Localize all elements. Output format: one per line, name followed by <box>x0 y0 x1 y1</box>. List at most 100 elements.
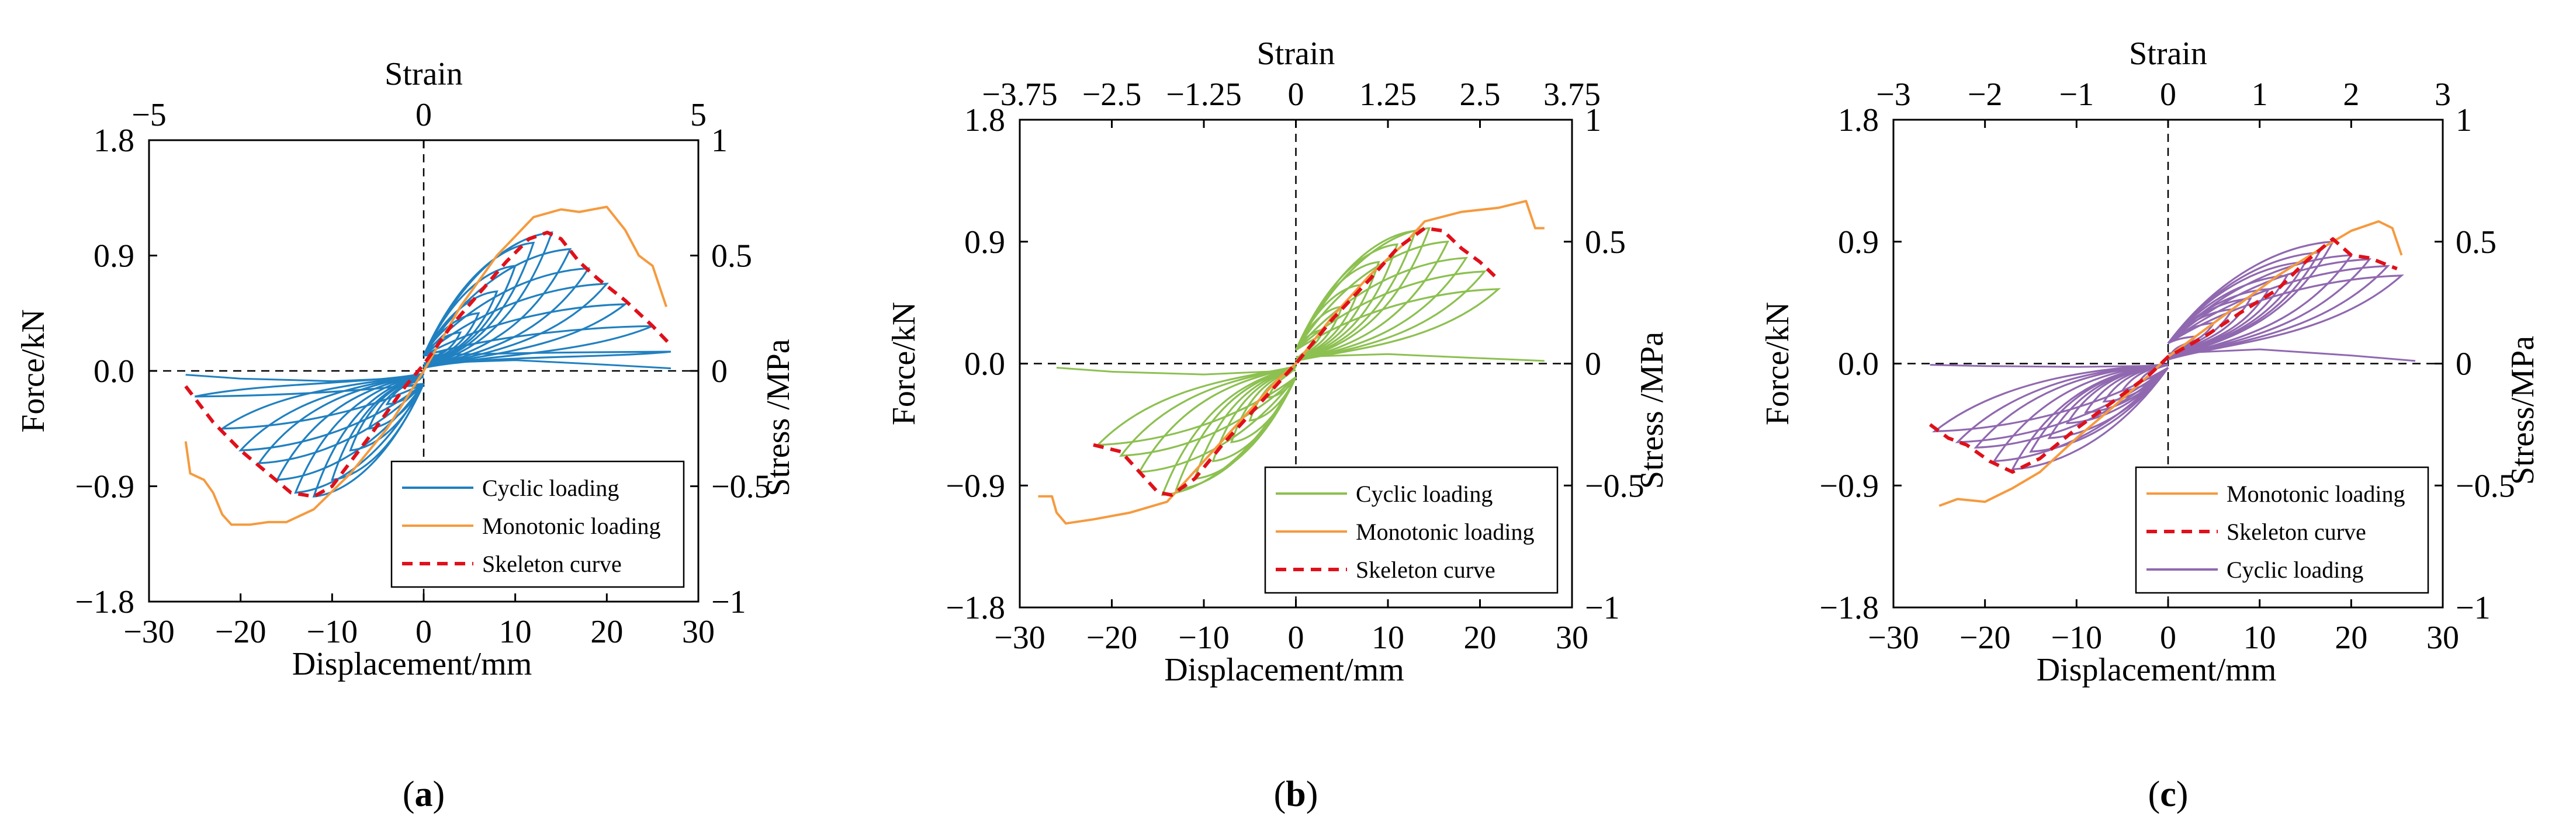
cyclic-loop-positive <box>423 290 498 369</box>
cyclic-loading-series <box>1930 240 2416 471</box>
cyclic-loop-positive <box>2167 258 2372 361</box>
x-tick-label: 10 <box>1372 620 1404 656</box>
panel-caption-close: ) <box>433 775 445 814</box>
x-tick-label: −10 <box>1178 620 1230 656</box>
x2-tick-label: −3 <box>1876 77 1911 113</box>
x2-tick-label: −2.5 <box>1082 77 1142 113</box>
x-tick-label: 30 <box>682 614 715 650</box>
x-tick-label: 30 <box>2426 620 2459 656</box>
panel-caption: (a) <box>403 775 445 814</box>
legend-label: Monotonic loading <box>2227 481 2405 507</box>
y2-tick-label: 0 <box>1585 346 1601 383</box>
cyclic-loop-positive <box>1295 240 1449 362</box>
cyclic-loop-negative <box>1175 365 1297 491</box>
cyclic-tail-positive <box>2168 348 2416 362</box>
panel-caption-close: ) <box>1306 775 1318 814</box>
x-tick-label: −20 <box>1086 620 1138 656</box>
y-tick-label: 0.0 <box>94 353 134 390</box>
x2-tick-label: 2 <box>2343 77 2359 113</box>
cyclic-loop-positive <box>423 248 572 369</box>
x-tick-label: 20 <box>2335 620 2367 656</box>
x-tick-label: 0 <box>416 614 432 650</box>
cyclic-loop-negative <box>1931 363 2169 433</box>
cyclic-loop-negative <box>219 372 424 430</box>
y-axis-title: Force/kN <box>15 309 51 433</box>
y-tick-label: 0.9 <box>964 224 1005 261</box>
x-tick-label: 20 <box>1464 620 1497 656</box>
x-tick-label: −30 <box>1868 620 1919 656</box>
cyclic-tail-positive <box>1296 353 1545 362</box>
x2-tick-label: 2.5 <box>1460 77 1501 113</box>
cyclic-loop-positive <box>423 241 535 369</box>
x2-axis-title: Strain <box>385 56 463 92</box>
x2-axis-title: Strain <box>1257 36 1335 72</box>
cyclic-tail-negative <box>185 374 424 383</box>
cyclic-loop-negative <box>1161 365 1297 496</box>
y2-tick-label: −0.5 <box>2456 468 2515 504</box>
y-axis-title: Force/kN <box>1760 302 1796 426</box>
cyclic-loop-negative <box>294 372 425 494</box>
skeleton-curve-series <box>184 231 673 499</box>
x-axis-title: Displacement/mm <box>1164 652 1404 688</box>
x2-tick-label: 0 <box>2160 77 2176 113</box>
legend-box <box>390 460 685 588</box>
legend-label: Skeleton curve <box>482 551 622 577</box>
y-tick-label: 0.9 <box>1838 224 1879 261</box>
y2-tick-label: 0 <box>711 353 728 390</box>
skeleton-curve-series <box>1093 226 1500 497</box>
y2-tick-label: −1 <box>711 584 746 620</box>
legend-label: Skeleton curve <box>1356 557 1495 583</box>
panel-caption-letter: b <box>1286 775 1306 814</box>
cyclic-loop-negative <box>1955 363 2169 443</box>
cyclic-loop-positive <box>1295 288 1501 362</box>
cyclic-loop-positive <box>423 231 553 369</box>
y-tick-label: 1.8 <box>94 123 134 159</box>
x-tick-label: −30 <box>123 614 175 650</box>
cyclic-loop-negative <box>1992 363 2169 463</box>
x-tick-label: −30 <box>994 620 1045 656</box>
legend-label: Cyclic loading <box>2227 557 2363 583</box>
x2-tick-label: 0 <box>1288 77 1304 113</box>
skeleton-curve-series <box>1928 237 2398 474</box>
y2-tick-label: −0.5 <box>711 469 771 505</box>
x-tick-label: −10 <box>307 614 358 650</box>
x-tick-label: 10 <box>499 614 532 650</box>
plot-area <box>1928 220 2416 507</box>
x2-tick-label: −3.75 <box>982 77 1058 113</box>
panel-caption-letter: c <box>2160 775 2176 814</box>
cyclic-loop-negative <box>257 372 425 464</box>
x-tick-label: 10 <box>2243 620 2276 656</box>
y2-axis-title: Stress /MPa <box>760 339 797 496</box>
panel-caption: (c) <box>2148 775 2189 814</box>
cyclic-loading-series <box>1056 227 1545 496</box>
y2-axis-title: Stress /MPa <box>1634 332 1670 489</box>
x-axis-title: Displacement/mm <box>2037 652 2277 688</box>
legend: Monotonic loading Skeleton curve Cyclic lo… <box>2135 466 2429 594</box>
y2-tick-label: −1 <box>1585 590 1620 626</box>
panel-caption-open: ( <box>403 775 415 814</box>
legend-label: Skeleton curve <box>2227 519 2366 545</box>
chart-panel-c: −30 −20 −10 0 10 20 30−1.8−0.90.00.91.8−3 −2 −1 0… <box>1760 36 2541 814</box>
y2-tick-label: 1 <box>1585 102 1601 138</box>
cyclic-loop-positive <box>423 303 628 369</box>
plot-area <box>184 206 673 526</box>
x-axis-title: Displacement/mm <box>292 646 532 682</box>
panel-caption: (b) <box>1274 775 1318 814</box>
y2-tick-label: 1 <box>2456 102 2472 138</box>
x2-tick-label: 0 <box>416 97 432 133</box>
x2-tick-label: 1 <box>2252 77 2268 113</box>
legend-label: Monotonic loading <box>482 513 661 539</box>
legend-label: Cyclic loading <box>482 475 619 501</box>
y-tick-label: 1.8 <box>1838 102 1879 138</box>
y-tick-label: −0.9 <box>75 469 134 505</box>
x2-tick-label: 1.25 <box>1359 77 1417 113</box>
legend-box <box>1264 466 1559 594</box>
x-tick-label: −10 <box>2051 620 2103 656</box>
x2-tick-label: −1.25 <box>1166 77 1242 113</box>
panel-caption-open: ( <box>1274 775 1286 814</box>
legend: Cyclic loading Monotonic loading Skeleton … <box>390 460 685 588</box>
x2-tick-label: −5 <box>131 97 167 133</box>
y2-tick-label: 1 <box>711 123 728 159</box>
y2-tick-label: 0 <box>2456 346 2472 383</box>
